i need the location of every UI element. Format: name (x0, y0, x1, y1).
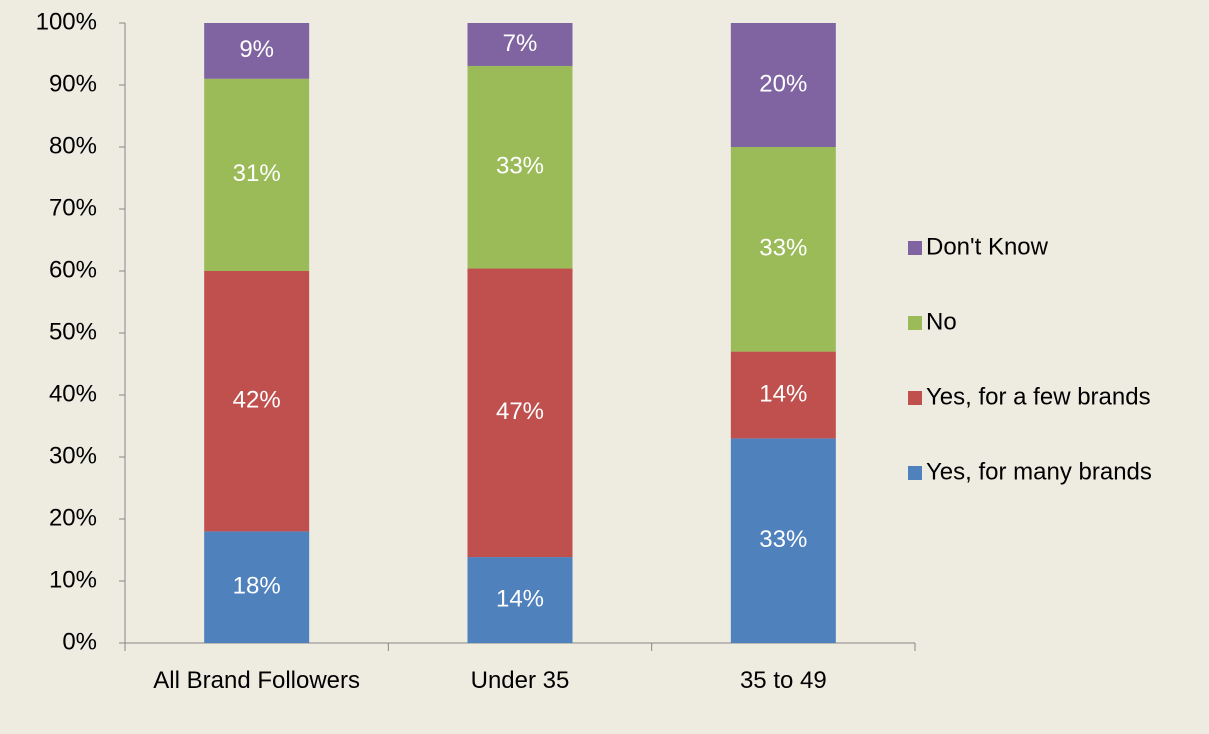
legend-label: Yes, for many brands (926, 458, 1152, 485)
y-tick-label: 30% (49, 442, 97, 469)
bar-segment (467, 65, 573, 269)
bar-segment (467, 268, 573, 558)
y-tick-label: 60% (49, 256, 97, 283)
bar-segment (467, 23, 573, 66)
y-tick-label: 80% (49, 132, 97, 159)
bar-segment (204, 78, 310, 271)
bar-segment (730, 438, 836, 643)
bar-segment (467, 557, 573, 643)
data-label: 42% (233, 387, 281, 414)
legend-swatch (908, 466, 922, 480)
data-label: 14% (496, 585, 544, 612)
bar-segment (730, 23, 836, 147)
bar-segment (730, 147, 836, 352)
legend-label: No (926, 308, 957, 335)
y-tick-label: 100% (36, 8, 97, 35)
data-label: 33% (496, 153, 544, 180)
data-label: 33% (759, 526, 807, 553)
bar-segment (204, 271, 310, 532)
data-label: 9% (239, 36, 274, 63)
y-tick-label: 70% (49, 194, 97, 221)
data-label: 47% (496, 398, 544, 425)
data-label: 20% (759, 70, 807, 97)
y-tick-label: 0% (62, 628, 97, 655)
legend-swatch (908, 391, 922, 405)
data-label: 18% (233, 573, 281, 600)
bar-segment (204, 531, 310, 643)
y-tick-label: 40% (49, 380, 97, 407)
data-label: 7% (503, 30, 538, 57)
y-tick-label: 50% (49, 318, 97, 345)
data-label: 31% (233, 160, 281, 187)
legend-swatch (908, 316, 922, 330)
bar-segment (204, 23, 310, 79)
data-label: 33% (759, 235, 807, 262)
x-tick-label: 35 to 49 (739, 667, 827, 694)
x-tick-label: Under 35 (470, 667, 570, 694)
y-tick-label: 90% (49, 70, 97, 97)
legend-label: Don't Know (926, 233, 1049, 260)
x-tick-label: All Brand Followers (153, 667, 361, 694)
data-label: 14% (759, 380, 807, 407)
legend-swatch (908, 241, 922, 255)
y-tick-label: 20% (49, 504, 97, 531)
legend-label: Yes, for a few brands (926, 383, 1151, 410)
y-tick-label: 10% (49, 566, 97, 593)
bar-segment (730, 351, 836, 439)
